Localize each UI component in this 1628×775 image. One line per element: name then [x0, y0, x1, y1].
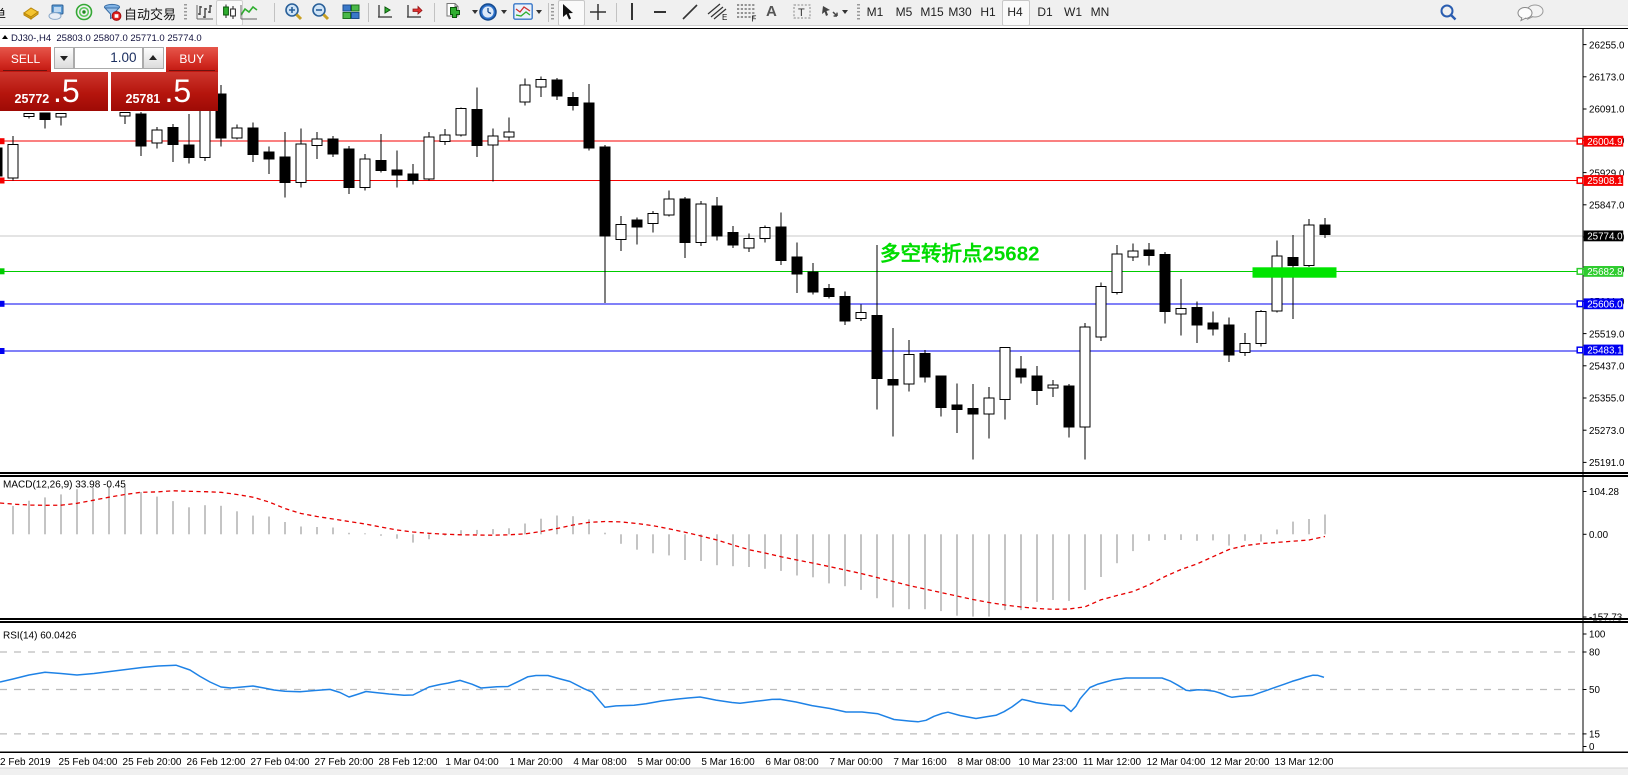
svg-text:4 Mar 08:00: 4 Mar 08:00	[573, 757, 627, 768]
svg-text:7 Mar 00:00: 7 Mar 00:00	[829, 757, 883, 768]
svg-text:12 Mar 04:00: 12 Mar 04:00	[1147, 757, 1206, 768]
svg-text:50: 50	[1589, 685, 1600, 696]
svg-text:1 Mar 20:00: 1 Mar 20:00	[509, 757, 563, 768]
svg-text:0: 0	[1589, 742, 1595, 753]
svg-text:13 Mar 12:00: 13 Mar 12:00	[1275, 757, 1334, 768]
svg-text:25606.0: 25606.0	[1587, 299, 1623, 310]
svg-text:7 Mar 16:00: 7 Mar 16:00	[893, 757, 947, 768]
svg-text:多空转折点25682: 多空转折点25682	[880, 242, 1040, 266]
svg-text:26173.0: 26173.0	[1589, 73, 1625, 84]
svg-text:0.00: 0.00	[1589, 530, 1609, 541]
svg-text:8 Mar 08:00: 8 Mar 08:00	[957, 757, 1011, 768]
svg-text:E: E	[722, 13, 727, 22]
svg-text:100: 100	[1589, 630, 1606, 641]
svg-text:10 Mar 23:00: 10 Mar 23:00	[1019, 757, 1078, 768]
svg-text:26004.9: 26004.9	[1587, 137, 1622, 148]
svg-text:26 Feb 12:00: 26 Feb 12:00	[187, 757, 246, 768]
svg-text:26091.0: 26091.0	[1589, 105, 1625, 116]
svg-text:25682.8: 25682.8	[1587, 267, 1623, 278]
svg-text:25774.0: 25774.0	[1587, 232, 1623, 243]
svg-text:80: 80	[1589, 648, 1600, 659]
svg-text:11 Mar 12:00: 11 Mar 12:00	[1083, 757, 1142, 768]
svg-text:T: T	[798, 7, 805, 19]
svg-text:25519.0: 25519.0	[1589, 329, 1625, 340]
svg-text:12 Mar 20:00: 12 Mar 20:00	[1211, 757, 1270, 768]
svg-text:RSI(14) 60.0426: RSI(14) 60.0426	[3, 631, 77, 642]
svg-text:25908.1: 25908.1	[1587, 176, 1622, 187]
svg-text:28 Feb 12:00: 28 Feb 12:00	[379, 757, 438, 768]
svg-text:6 Mar 08:00: 6 Mar 08:00	[765, 757, 819, 768]
svg-text:MACD(12,26,9) 33.98 -0.45: MACD(12,26,9) 33.98 -0.45	[3, 480, 126, 491]
svg-text:1 Mar 04:00: 1 Mar 04:00	[445, 757, 499, 768]
svg-text:25929.0: 25929.0	[1589, 168, 1625, 179]
svg-text:25 Feb 20:00: 25 Feb 20:00	[123, 757, 182, 768]
svg-text:5 Mar 00:00: 5 Mar 00:00	[637, 757, 691, 768]
svg-text:-157.73: -157.73	[1589, 613, 1623, 624]
svg-text:15: 15	[1589, 730, 1600, 741]
svg-text:104.28: 104.28	[1589, 487, 1620, 498]
svg-text:25847.0: 25847.0	[1589, 201, 1625, 212]
svg-text:25 Feb 04:00: 25 Feb 04:00	[59, 757, 118, 768]
svg-text:F: F	[752, 15, 757, 23]
svg-text:25437.0: 25437.0	[1589, 362, 1625, 373]
svg-text:27 Feb 20:00: 27 Feb 20:00	[315, 757, 374, 768]
svg-text:5 Mar 16:00: 5 Mar 16:00	[701, 757, 755, 768]
svg-text:25273.0: 25273.0	[1589, 426, 1625, 437]
svg-text:25355.0: 25355.0	[1589, 394, 1625, 405]
svg-text:26255.0: 26255.0	[1589, 40, 1625, 51]
svg-text:25483.1: 25483.1	[1587, 346, 1622, 357]
svg-text:2 Feb 2019: 2 Feb 2019	[0, 757, 51, 768]
svg-text:25191.0: 25191.0	[1589, 458, 1625, 469]
svg-text:27 Feb 04:00: 27 Feb 04:00	[251, 757, 310, 768]
